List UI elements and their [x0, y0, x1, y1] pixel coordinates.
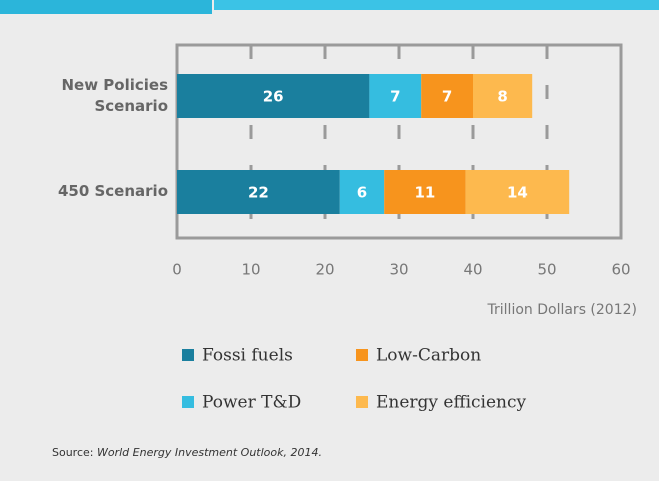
source: Source: World Energy Investment Outlook,… [52, 446, 322, 459]
legend-swatch [356, 396, 368, 408]
data-label: 8 [497, 88, 507, 106]
category-label: New Policies Scenario [61, 76, 168, 115]
legend-label: Power T&D [202, 393, 301, 413]
x-tick-label: 50 [537, 261, 556, 279]
x-tick-label: 20 [315, 261, 334, 279]
legend-swatch [182, 396, 194, 408]
legend-label: Fossi fuels [202, 346, 293, 366]
header-band [0, 0, 212, 14]
bar-segment [369, 74, 422, 118]
x-tick-label: 60 [611, 261, 630, 279]
data-label: 7 [442, 88, 452, 106]
bar-segment [421, 74, 473, 118]
source-text: World Energy Investment Outlook, 2014. [97, 446, 322, 459]
bar-segment [473, 74, 533, 118]
bar-segment [465, 170, 570, 214]
data-label: 11 [414, 184, 435, 202]
legend-label: Low-Carbon [376, 346, 481, 366]
bar-segment [177, 74, 370, 118]
x-tick-label: 40 [463, 261, 482, 279]
data-label: 14 [507, 184, 528, 202]
data-label: 26 [263, 88, 284, 106]
bar-segment [339, 170, 385, 214]
legend-label: Energy efficiency [376, 393, 526, 413]
x-tick-label: 30 [389, 261, 408, 279]
bar-segment [177, 170, 340, 214]
bar-segment [384, 170, 466, 214]
data-label: 6 [357, 184, 367, 202]
legend-swatch [182, 349, 194, 361]
header-band [214, 0, 659, 10]
source-prefix: Source: [52, 446, 94, 459]
x-tick-label: 0 [172, 261, 182, 279]
category-label: 450 Scenario [57, 182, 168, 200]
x-axis-label: Trillion Dollars (2012) [487, 302, 637, 318]
data-label: 22 [248, 184, 269, 202]
legend-swatch [356, 349, 368, 361]
data-label: 7 [390, 88, 400, 106]
x-tick-label: 10 [241, 261, 260, 279]
